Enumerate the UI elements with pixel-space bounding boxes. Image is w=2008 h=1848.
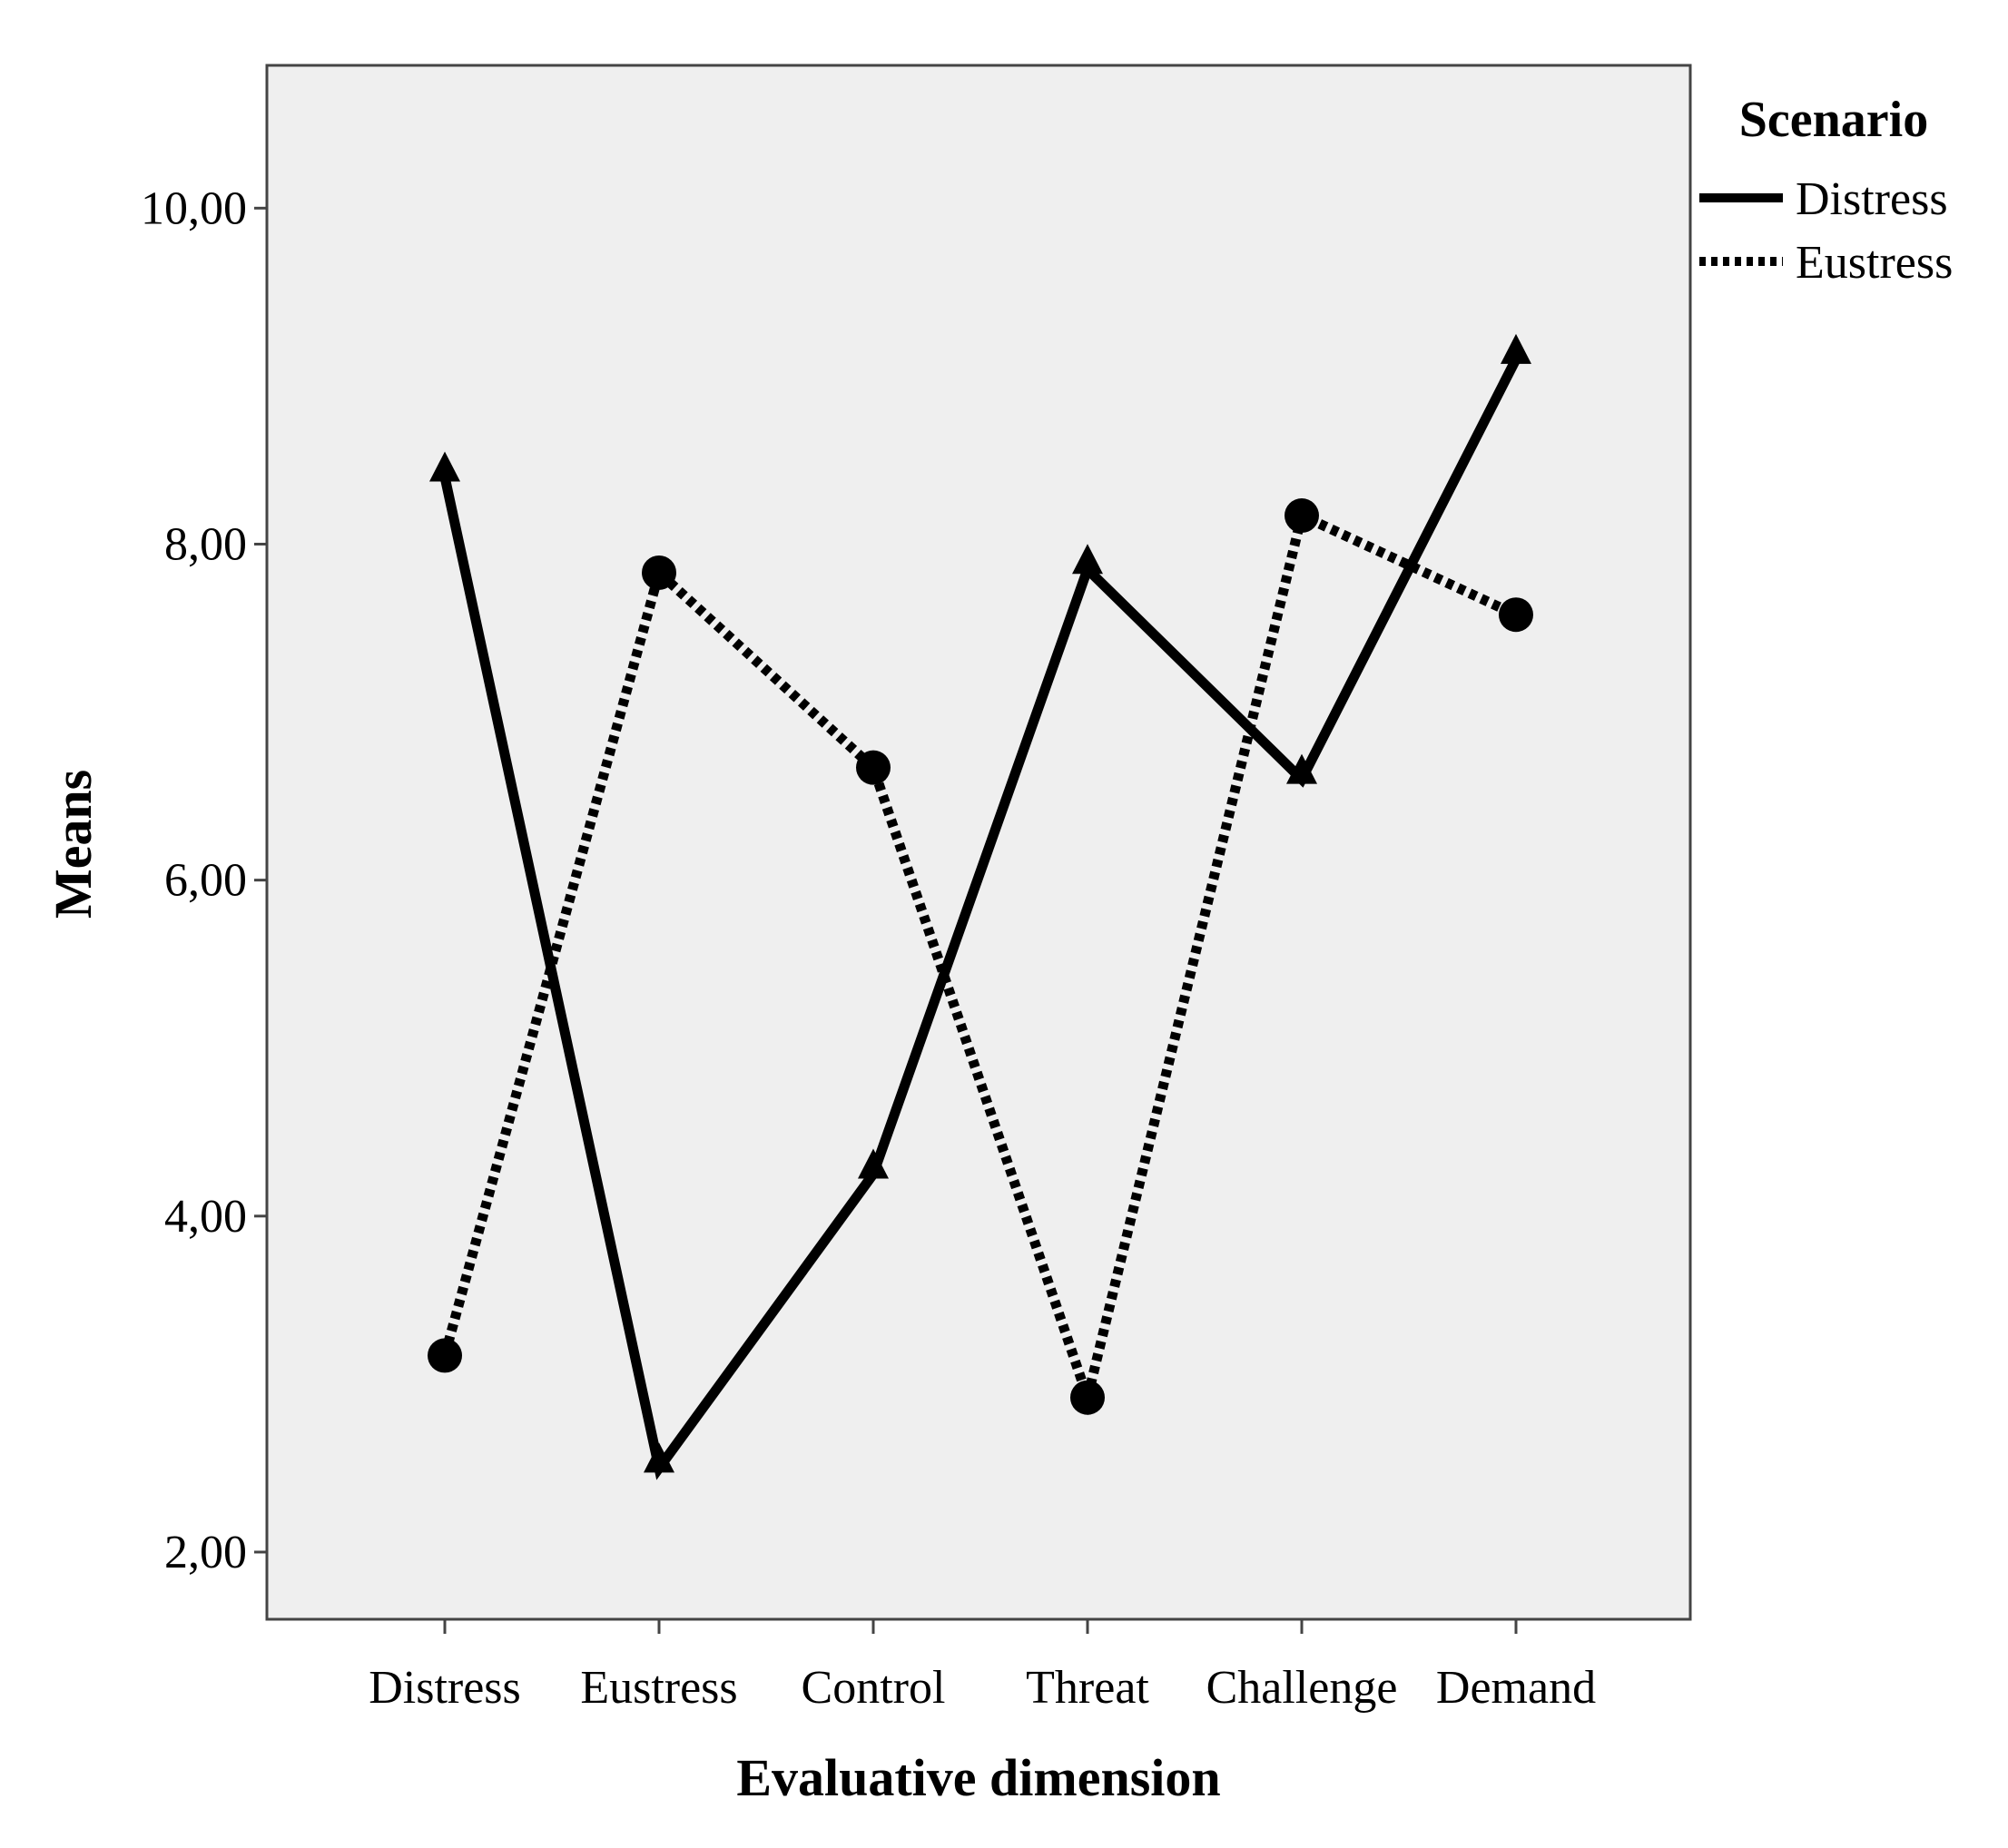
series-line-eustress: [439, 508, 1519, 1416]
x-axis-title: Evaluative dimension: [736, 1748, 1220, 1807]
series-line-distress: [439, 357, 1521, 1480]
plot-area: [265, 64, 1692, 1621]
legend-label-eustress: Eustress: [1796, 237, 1953, 289]
x-tick-label: Demand: [1436, 1662, 1596, 1714]
y-tick-label: 8,00: [164, 518, 247, 570]
x-axis: Distress Eustress Control Threat Challenge De…: [369, 1619, 1596, 1714]
data-point-eustress: [428, 1338, 462, 1373]
data-point-distress: [644, 1442, 674, 1473]
x-tick-label: Distress: [369, 1662, 521, 1714]
data-point-distress: [858, 1148, 889, 1179]
data-point-distress: [1286, 753, 1317, 784]
data-point-distress: [1501, 333, 1531, 364]
legend-title: Scenario: [1739, 92, 1928, 148]
legend: Scenario Distress Eustress: [1699, 92, 1953, 289]
y-axis: 2,00 4,00 6,00 8,00 10,00: [141, 182, 267, 1578]
x-tick-label: Eustress: [580, 1662, 737, 1714]
data-point-distress: [429, 451, 460, 482]
y-axis-title: Means: [44, 770, 103, 919]
x-tick-label: Challenge: [1206, 1662, 1398, 1714]
x-tick-label: Threat: [1026, 1662, 1149, 1714]
data-point-eustress: [1285, 498, 1319, 534]
y-tick-label: 2,00: [164, 1527, 247, 1578]
data-point-eustress: [1499, 597, 1533, 633]
data-point-eustress: [642, 555, 676, 590]
x-tick-label: Control: [802, 1662, 946, 1714]
data-point-eustress: [1070, 1380, 1105, 1415]
y-tick-label: 6,00: [164, 855, 247, 907]
data-point-distress: [1072, 544, 1103, 575]
data-point-eustress: [856, 750, 891, 785]
series-layer: [428, 333, 1533, 1480]
legend-label-distress: Distress: [1796, 173, 1948, 225]
y-tick-label: 4,00: [164, 1191, 247, 1243]
y-tick-label: 10,00: [141, 182, 247, 234]
